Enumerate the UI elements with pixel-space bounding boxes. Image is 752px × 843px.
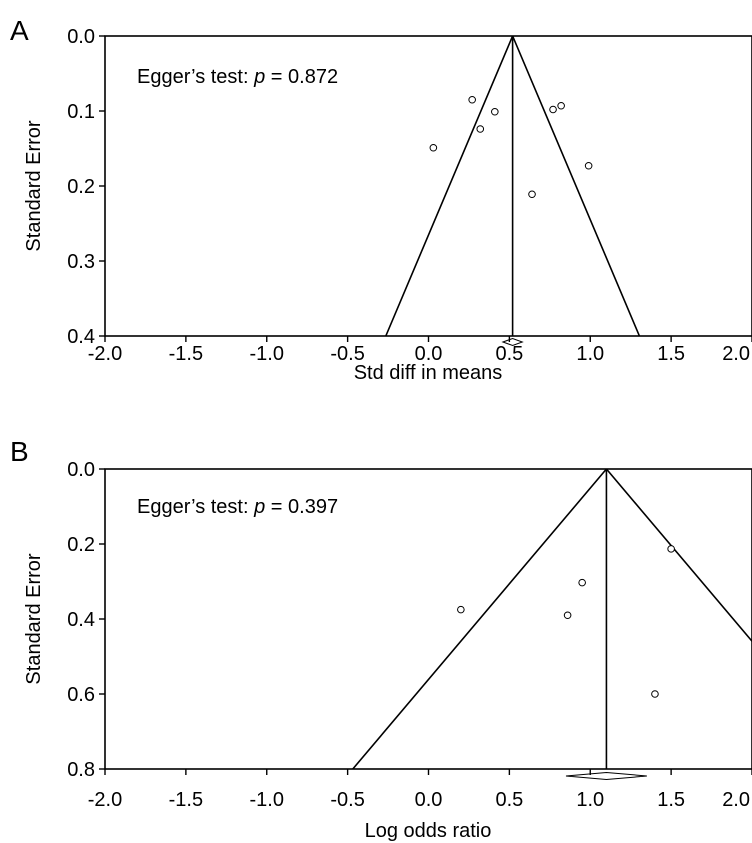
funnel-right-line bbox=[511, 36, 641, 336]
x-tick-label: -1.5 bbox=[169, 789, 203, 811]
y-tick-label: 0.4 bbox=[67, 609, 95, 631]
study-point bbox=[491, 107, 499, 116]
y-tick-label: 0.3 bbox=[67, 251, 95, 273]
funnel-lines bbox=[385, 36, 641, 336]
egger-p-symbol: p bbox=[253, 496, 265, 518]
egger-prefix: Egger’s test: bbox=[137, 496, 254, 518]
x-tick-label: -2.0 bbox=[88, 343, 122, 365]
y-tick-label: 0.2 bbox=[67, 176, 95, 198]
y-tick-label: 0.0 bbox=[67, 459, 95, 481]
y-axis-label: Standard Error bbox=[23, 553, 45, 685]
panel-label: B bbox=[10, 436, 29, 467]
study-point bbox=[584, 161, 593, 170]
egger-annotation: Egger’s test: p = 0.872 bbox=[137, 66, 338, 88]
summary-diamond bbox=[565, 771, 647, 781]
x-tick-label: -1.5 bbox=[169, 343, 203, 365]
y-axis-label: Standard Error bbox=[23, 120, 45, 252]
x-tick-label: 0.0 bbox=[415, 343, 443, 365]
y-tick-label: 0.2 bbox=[67, 534, 95, 556]
funnel-right-line bbox=[605, 469, 752, 643]
x-tick-label: 2.0 bbox=[722, 789, 750, 811]
x-tick-label: 2.0 bbox=[722, 343, 750, 365]
x-axis-label: Std diff in means bbox=[354, 362, 503, 384]
panel-a: A 0.0 0.1 0.2 0.3 0.4-2.0 -1.5 -1.0 -0.5 0.0 0.5 1.… bbox=[10, 15, 752, 384]
study-point bbox=[528, 190, 536, 199]
panel-b: B 0.0 0.2 0.4 0.6 0.8 -2.0 -1.5 -1.0 -0.5 0.0 0.5 1.… bbox=[10, 436, 752, 842]
study-point bbox=[457, 605, 465, 614]
study-point bbox=[563, 611, 572, 620]
egger-value: = 0.872 bbox=[265, 66, 338, 88]
x-tick-label: 1.5 bbox=[657, 343, 685, 365]
funnel-left-line bbox=[385, 36, 514, 336]
study-point bbox=[651, 690, 659, 698]
y-tick-label: 0.6 bbox=[67, 684, 95, 706]
x-tick-label: -1.0 bbox=[250, 789, 284, 811]
study-point bbox=[578, 578, 586, 587]
study-point bbox=[667, 545, 675, 553]
study-point bbox=[557, 101, 565, 110]
y-tick-label: 0.8 bbox=[67, 759, 95, 781]
study-point bbox=[549, 105, 557, 114]
y-tick-label: 0.4 bbox=[67, 326, 95, 348]
x-tick-label: 1.5 bbox=[657, 789, 685, 811]
x-tick-label: -1.0 bbox=[250, 343, 284, 365]
egger-prefix: Egger’s test: bbox=[137, 66, 254, 88]
funnel-lines bbox=[352, 469, 752, 769]
x-tick-label: -0.5 bbox=[330, 789, 364, 811]
x-tick-label: -0.5 bbox=[330, 343, 364, 365]
egger-annotation: Egger’s test: p = 0.397 bbox=[137, 496, 338, 518]
y-tick-label: 0.0 bbox=[67, 26, 95, 48]
x-axis-label: Log odds ratio bbox=[365, 820, 492, 842]
x-tick-label: 1.0 bbox=[576, 343, 604, 365]
study-point bbox=[468, 95, 476, 104]
x-tick-label: 1.0 bbox=[576, 789, 604, 811]
x-tick-label: 0.0 bbox=[415, 789, 443, 811]
y-tick-label: 0.1 bbox=[67, 101, 95, 123]
x-tick-label: 0.5 bbox=[495, 343, 523, 365]
panel-label: A bbox=[10, 15, 29, 46]
egger-p-symbol: p bbox=[253, 66, 265, 88]
egger-value: = 0.397 bbox=[265, 496, 338, 518]
study-point bbox=[476, 125, 485, 133]
study-point bbox=[429, 143, 438, 152]
x-tick-label: -2.0 bbox=[88, 789, 122, 811]
x-tick-label: 0.5 bbox=[495, 789, 523, 811]
funnel-left-line bbox=[352, 469, 608, 769]
